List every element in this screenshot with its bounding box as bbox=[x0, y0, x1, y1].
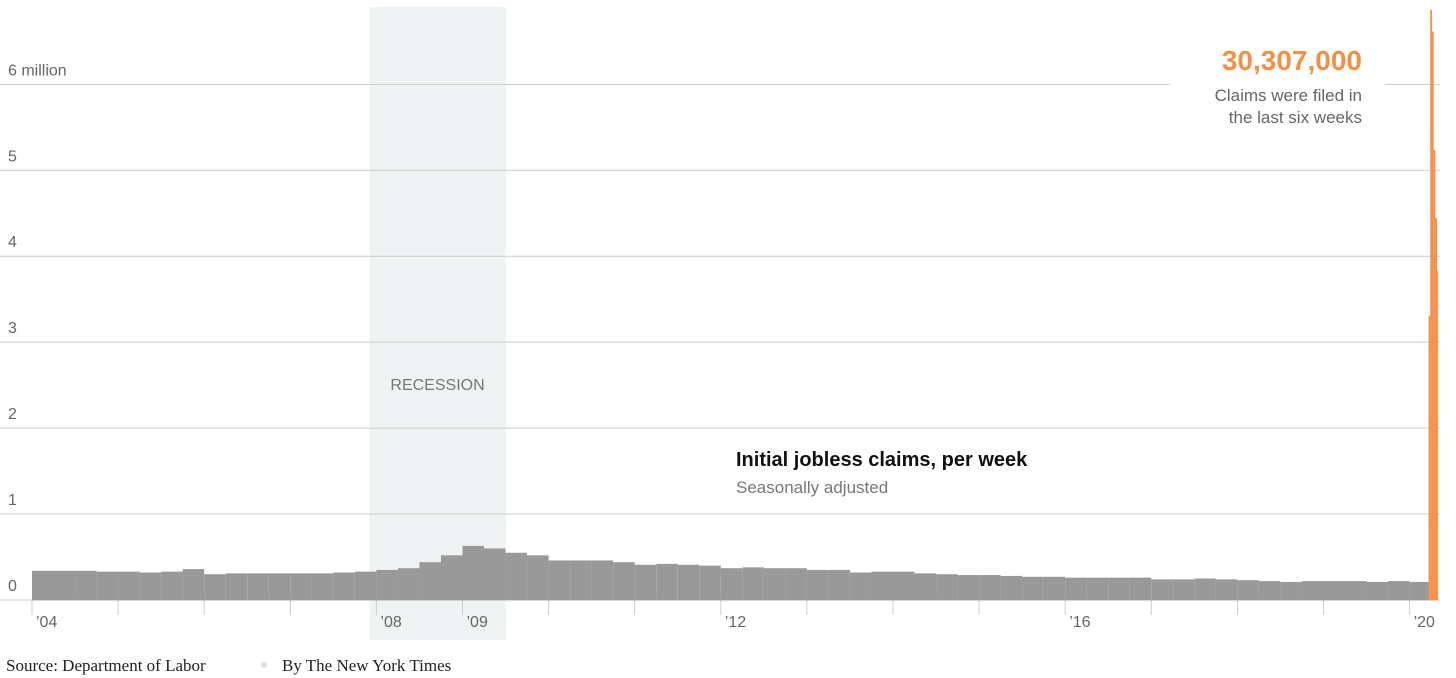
bar bbox=[892, 571, 915, 600]
grid: 0 1 2 3 4 5 6 million ’04 ’08 ’09 ’12 ’16 ’20 bbox=[0, 62, 1440, 631]
bar bbox=[656, 563, 678, 600]
bar bbox=[1437, 270, 1439, 600]
annotation-line: the last six weeks bbox=[1229, 108, 1362, 127]
bar bbox=[311, 573, 334, 600]
x-tick-label: ’12 bbox=[725, 614, 746, 631]
bar bbox=[182, 569, 205, 600]
x-tick-label: ’16 bbox=[1069, 614, 1090, 631]
credit: By The New York Times bbox=[282, 656, 451, 675]
bar bbox=[1428, 315, 1431, 600]
bar bbox=[785, 568, 807, 600]
bar bbox=[1258, 581, 1281, 600]
recession-band bbox=[369, 7, 506, 640]
bar bbox=[462, 545, 485, 600]
bar bbox=[677, 564, 700, 600]
source: Source: Department of Labor bbox=[6, 656, 206, 675]
bar bbox=[1366, 581, 1389, 600]
bar bbox=[225, 573, 248, 600]
bar bbox=[1086, 577, 1109, 600]
bar bbox=[1194, 578, 1216, 600]
background: RECESSION bbox=[369, 7, 506, 640]
bar bbox=[591, 560, 614, 600]
bar bbox=[333, 572, 355, 600]
bar bbox=[957, 575, 980, 600]
bar bbox=[96, 571, 119, 600]
bar bbox=[634, 564, 657, 600]
bar bbox=[53, 570, 76, 600]
y-tick-label: 2 bbox=[8, 406, 17, 423]
bar bbox=[397, 568, 420, 600]
bar bbox=[1000, 575, 1023, 600]
bar bbox=[527, 555, 549, 600]
bar bbox=[979, 575, 1001, 600]
bar bbox=[849, 572, 872, 600]
bar bbox=[1435, 218, 1438, 600]
separator bbox=[261, 662, 267, 668]
bar bbox=[1345, 581, 1367, 600]
bar bbox=[1430, 9, 1432, 601]
y-tick-label: 1 bbox=[8, 492, 17, 509]
x-tick-label: ’08 bbox=[380, 614, 401, 631]
bar bbox=[1151, 579, 1173, 600]
bar bbox=[1237, 580, 1259, 600]
bar bbox=[204, 574, 226, 600]
bar bbox=[75, 570, 97, 600]
x-tick-label: ’04 bbox=[36, 614, 57, 631]
bar bbox=[914, 573, 937, 600]
bar bbox=[1129, 577, 1152, 600]
bar bbox=[1215, 579, 1238, 600]
annotation-line: Claims were filed in bbox=[1215, 86, 1362, 105]
bar bbox=[505, 552, 528, 600]
bar bbox=[613, 562, 635, 600]
bar bbox=[806, 569, 829, 600]
bar bbox=[1323, 581, 1346, 600]
bar bbox=[118, 571, 140, 600]
bar bbox=[419, 562, 441, 600]
bar bbox=[139, 572, 162, 600]
annotation-background bbox=[1170, 40, 1385, 130]
bar bbox=[1280, 581, 1302, 600]
recession-label: RECESSION bbox=[390, 377, 484, 394]
bar bbox=[1433, 149, 1436, 600]
bar bbox=[1172, 579, 1195, 600]
bar bbox=[1388, 581, 1410, 600]
x-tick-label: ’20 bbox=[1414, 614, 1435, 631]
bar bbox=[268, 573, 291, 600]
bar bbox=[354, 571, 377, 600]
bar bbox=[32, 570, 54, 600]
bar bbox=[247, 573, 269, 600]
chart-title: Initial jobless claims, per week bbox=[736, 449, 1028, 471]
y-tick-label: 5 bbox=[8, 148, 17, 165]
bar bbox=[548, 560, 571, 600]
y-tick-label: 0 bbox=[8, 578, 17, 595]
bar bbox=[1301, 581, 1324, 600]
bar bbox=[376, 569, 398, 600]
bar bbox=[699, 565, 721, 600]
bar bbox=[1409, 581, 1429, 600]
bar bbox=[828, 569, 850, 600]
bar bbox=[570, 560, 592, 600]
bar bbox=[290, 573, 312, 600]
bar bbox=[1108, 577, 1130, 600]
bar bbox=[936, 574, 958, 600]
bar bbox=[1022, 576, 1044, 600]
y-tick-label: 3 bbox=[8, 320, 17, 337]
annotation-value: 30,307,000 bbox=[1222, 45, 1362, 76]
bar bbox=[440, 555, 463, 600]
chart-subtitle: Seasonally adjusted bbox=[736, 478, 888, 497]
bar bbox=[1065, 577, 1087, 600]
bar bbox=[1043, 576, 1066, 600]
bar bbox=[1431, 31, 1434, 601]
bar bbox=[742, 567, 764, 600]
x-tick-label: ’09 bbox=[466, 614, 487, 631]
y-tick-label: 6 million bbox=[8, 62, 67, 79]
y-tick-label: 4 bbox=[8, 234, 17, 251]
bar bbox=[871, 571, 893, 600]
bar bbox=[720, 568, 743, 600]
bar bbox=[161, 571, 183, 600]
bar bbox=[763, 568, 786, 600]
bar bbox=[484, 548, 506, 600]
bars bbox=[32, 9, 1439, 601]
